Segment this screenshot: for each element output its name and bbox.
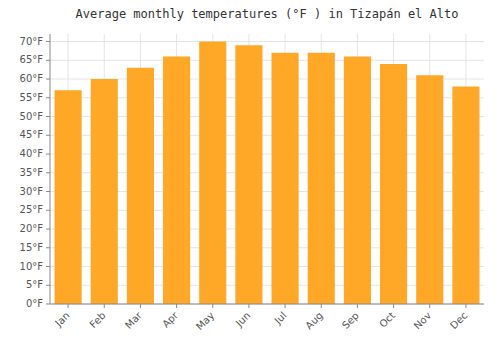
y-tick [46, 304, 50, 305]
x-tick-label: Mar [123, 309, 145, 331]
y-grid-line [50, 41, 484, 42]
y-tick [46, 135, 50, 136]
y-grid-line [50, 304, 484, 305]
bar [55, 90, 82, 304]
bar [380, 64, 407, 304]
y-tick-label: 65°F [20, 54, 44, 65]
x-tick-label: Jul [272, 310, 289, 327]
y-tick [46, 41, 50, 42]
x-tick [357, 304, 358, 308]
y-tick-label: 60°F [20, 73, 44, 84]
y-tick-label: 70°F [20, 36, 44, 47]
y-tick [46, 79, 50, 80]
x-tick-label: Apr [160, 309, 181, 330]
bar [199, 42, 226, 305]
bar [235, 45, 262, 304]
x-tick [140, 304, 141, 308]
x-tick [285, 304, 286, 308]
y-tick-label: 10°F [20, 261, 44, 272]
x-tick [212, 304, 213, 308]
y-axis-line [50, 34, 51, 304]
x-tick-label: Aug [303, 310, 325, 332]
y-tick-label: 15°F [20, 242, 44, 253]
y-tick-label: 20°F [20, 223, 44, 234]
y-tick-label: 50°F [20, 111, 44, 122]
y-tick-label: 0°F [26, 298, 43, 309]
grid [50, 34, 484, 304]
x-tick [176, 304, 177, 308]
x-tick-label: Jan [52, 310, 71, 329]
bar [308, 53, 335, 304]
y-tick-label: 35°F [20, 167, 44, 178]
bar [452, 87, 479, 305]
y-tick-label: 55°F [20, 92, 44, 103]
y-tick [46, 210, 50, 211]
x-tick [248, 304, 249, 308]
x-tick-label: Feb [87, 310, 107, 330]
x-tick-label: Dec [448, 310, 469, 331]
bar [416, 75, 443, 304]
bar [344, 57, 371, 305]
x-tick-label: Sep [340, 310, 361, 331]
y-tick [46, 116, 50, 117]
y-axis: 0°F 5°F 10°F 15°F 20°F 25°F 30°F 35°F 40°F 45°F 50… [20, 34, 50, 309]
chart: 0°F 5°F 10°F 15°F 20°F 25°F 30°F 35°F 40°F 45°F 50… [0, 0, 500, 350]
x-tick [321, 304, 322, 308]
bar [272, 53, 299, 304]
y-tick [46, 266, 50, 267]
y-tick [46, 229, 50, 230]
x-tick [68, 304, 69, 308]
y-tick-label: 45°F [20, 129, 44, 140]
y-tick [46, 247, 50, 248]
x-tick-label: Nov [412, 310, 434, 332]
x-tick [104, 304, 105, 308]
y-tick-label: 25°F [20, 204, 44, 215]
bars [55, 42, 480, 305]
y-tick [46, 191, 50, 192]
y-grid-line [50, 60, 484, 61]
bar [91, 79, 118, 304]
bar [127, 68, 154, 304]
y-tick [46, 97, 50, 98]
x-tick [393, 304, 394, 308]
x-tick [465, 304, 466, 308]
y-tick-label: 40°F [20, 148, 44, 159]
y-tick [46, 154, 50, 155]
y-tick-label: 30°F [20, 186, 44, 197]
title: Average monthly temperatures (°F ) in Ti… [76, 7, 459, 21]
x-tick-label: Jun [233, 310, 253, 330]
y-tick [46, 172, 50, 173]
x-axis-line [50, 304, 484, 305]
x-axis: Jan Feb Mar Apr May Jun Jul Aug Sep Oct Nov Dec [50, 304, 484, 332]
x-tick [429, 304, 430, 308]
x-tick-label: Oct [377, 310, 397, 330]
bar [163, 57, 190, 305]
y-tick [46, 60, 50, 61]
x-tick-label: May [194, 310, 216, 332]
y-tick [46, 285, 50, 286]
y-tick-label: 5°F [26, 279, 43, 290]
chart-container: 0°F 5°F 10°F 15°F 20°F 25°F 30°F 35°F 40°F 45°F 50… [0, 0, 500, 350]
